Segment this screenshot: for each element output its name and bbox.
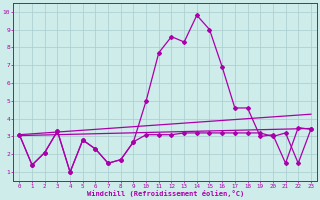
X-axis label: Windchill (Refroidissement éolien,°C): Windchill (Refroidissement éolien,°C) [86, 190, 244, 197]
